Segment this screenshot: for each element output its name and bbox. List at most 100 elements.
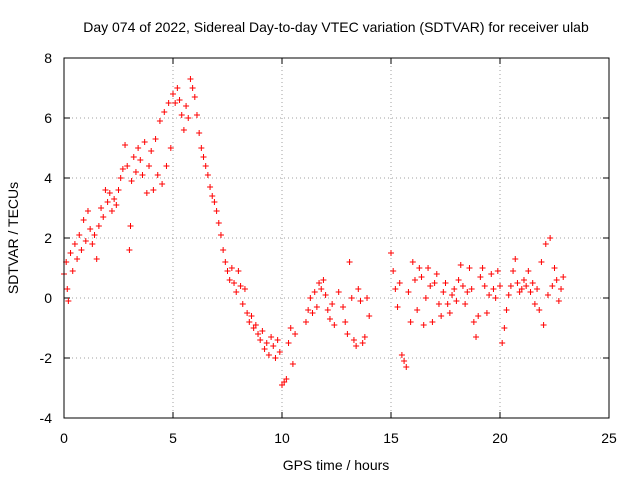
data-point [289,361,296,367]
data-point [553,277,560,283]
data-point [523,283,530,289]
data-point [196,130,203,136]
data-point [106,190,113,196]
data-point [416,265,423,271]
data-point [244,310,251,316]
data-point [359,340,366,346]
data-point [446,310,453,316]
data-point [108,208,115,214]
data-point [305,307,312,313]
data-point [174,85,181,91]
data-point [449,292,456,298]
data-point [492,295,499,301]
data-point [455,277,462,283]
data-point [411,277,418,283]
data-point [78,247,85,253]
data-point [486,292,493,298]
data-point [531,301,538,307]
data-point [479,265,486,271]
data-point [235,268,242,274]
data-point [71,241,78,247]
x-tick-label: 25 [601,430,617,446]
data-point [560,274,567,280]
data-point [462,301,469,307]
data-point [364,295,371,301]
data-point [518,286,525,292]
data-point [318,286,325,292]
data-point [241,286,248,292]
data-point [544,292,551,298]
data-point [540,322,547,328]
data-point [170,91,176,97]
data-point [69,268,76,274]
data-point [252,322,259,328]
data-point [82,238,89,244]
data-point [475,313,482,319]
data-point [331,322,338,328]
data-point [270,343,277,349]
x-tick-label: 5 [169,430,177,446]
data-point [510,268,517,274]
data-point [322,292,329,298]
data-point [211,199,218,205]
data-point [551,265,558,271]
data-point [150,187,157,193]
data-point [361,334,368,340]
data-point [536,307,543,313]
data-point [272,355,279,361]
data-point [499,340,506,346]
data-point [418,274,425,280]
data-point [113,202,120,208]
data-point [187,76,194,82]
data-point [525,268,532,274]
data-point [74,256,81,262]
data-point [477,274,484,280]
data-point [198,145,205,151]
data-point [102,187,109,193]
data-point [459,283,466,289]
data-point [555,298,562,304]
plot-frame [63,57,610,419]
data-point [390,268,397,274]
data-point [558,286,565,292]
data-point [388,250,394,256]
data-point [514,280,521,286]
data-point [507,283,514,289]
data-point [115,187,122,193]
data-point [344,331,351,337]
data-point [239,301,246,307]
data-point [135,145,142,151]
data-point [137,157,144,163]
data-point [494,268,501,274]
y-tick-label: 6 [44,110,52,126]
data-point [237,283,244,289]
data-point [64,286,71,292]
data-point [274,337,281,343]
data-point [302,319,309,325]
data-point [490,286,497,292]
data-point [394,304,401,310]
data-point [549,283,556,289]
data-point [435,301,442,307]
data-point [185,115,192,121]
data-point [457,262,464,268]
data-point [93,256,100,262]
data-point [172,100,179,106]
data-point [340,304,347,310]
data-point [130,154,137,160]
data-point [283,376,290,382]
data-point [111,196,118,202]
data-point [255,331,262,337]
data-point [180,127,187,133]
data-point [265,352,272,358]
data-point [80,217,87,223]
x-axis-label: GPS time / hours [283,457,390,473]
data-point [470,319,477,325]
data-point [100,214,107,220]
data-point [119,166,126,172]
data-point [65,298,72,304]
data-point [222,259,229,265]
data-point [512,256,519,262]
data-point [167,145,174,151]
data-point [483,310,490,316]
